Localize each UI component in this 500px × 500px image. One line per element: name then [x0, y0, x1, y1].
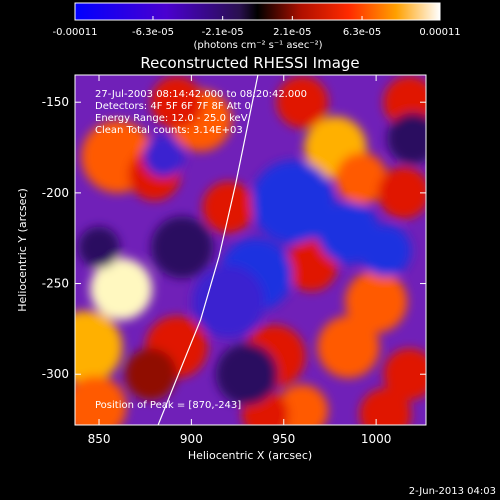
x-tick-label: 900	[180, 432, 203, 446]
y-axis-ticks: -150 -200 -250 -300	[42, 95, 426, 381]
heatmap-blob	[383, 348, 426, 401]
colorbar-tick-label: -6.3e-05	[132, 27, 174, 38]
x-tick-label: 1000	[361, 432, 392, 446]
heatmap-blob	[202, 181, 255, 234]
colorbar	[75, 3, 440, 20]
heatmap-blob	[75, 375, 127, 425]
annotation-energy: Energy Range: 12.0 - 25.0 keV	[95, 113, 248, 124]
y-tick-label: -200	[42, 186, 69, 200]
colorbar-tick-label: -2.1e-05	[202, 27, 244, 38]
colorbar-tick-label: 0.00011	[419, 27, 460, 38]
heatmap-blob	[192, 265, 265, 338]
y-axis-label: Heliocentric Y (arcsec)	[16, 188, 29, 312]
heatmap-blob	[335, 152, 388, 205]
x-tick-label: 950	[272, 432, 295, 446]
y-tick-label: -300	[42, 367, 69, 381]
heatmap-blob	[150, 76, 203, 129]
heatmap-blob	[359, 225, 412, 277]
heatmap-blob	[251, 160, 335, 244]
annotation-detectors: Detectors: 4F 5F 6F 7F 8F Att 0	[95, 101, 251, 112]
heatmap-blob	[276, 76, 329, 129]
colorbar-frame	[74, 2, 441, 21]
colorbar-units-label: (photons cm⁻² s⁻¹ asec⁻²)	[193, 40, 322, 51]
colorbar-ticks: -0.00011 -6.3e-05 -2.1e-05 2.1e-05 6.3e-05 0.…	[53, 16, 461, 38]
annotation-peak: Position of Peak = [870,-243]	[95, 400, 241, 411]
plot-frame	[74, 74, 427, 426]
heatmap-blob	[317, 315, 380, 379]
image-area	[75, 75, 426, 425]
chart-title: Reconstructed RHESSI Image	[140, 54, 359, 72]
heatmap-blob	[387, 112, 426, 165]
solar-limb-curve	[157, 75, 259, 425]
heatmap-blob	[215, 343, 278, 406]
heatmap-blob	[124, 348, 177, 401]
heatmap-blob	[78, 226, 120, 268]
x-axis-label: Heliocentric X (arcsec)	[188, 449, 312, 462]
heatmap-blob	[276, 384, 329, 425]
annotation-method: Clean Total counts: 3.14E+03	[95, 125, 243, 136]
heatmap-blob	[142, 135, 185, 178]
heatmap-blob	[377, 167, 426, 219]
heatmap-blob	[151, 216, 214, 279]
heatmap-blob	[75, 310, 123, 384]
colorbar-tick-label: 2.1e-05	[273, 27, 311, 38]
y-tick-label: -250	[42, 277, 69, 291]
x-tick-label: 850	[88, 432, 111, 446]
heatmap-blob	[285, 239, 338, 292]
annotation-time-range: 27-Jul-2003 08:14:42.000 to 08:20:42.000	[95, 89, 307, 100]
colorbar-tick-label: -0.00011	[53, 27, 98, 38]
colorbar-tick-label: 6.3e-05	[343, 27, 381, 38]
heatmap-blob	[359, 388, 412, 425]
x-axis-ticks: 850 900 950 1000	[88, 75, 392, 446]
y-tick-label: -150	[42, 95, 69, 109]
heatmap-blob	[90, 257, 153, 321]
heatmap-blob	[345, 270, 408, 333]
footer-date: 2-Jun-2013 04:03	[409, 486, 496, 497]
